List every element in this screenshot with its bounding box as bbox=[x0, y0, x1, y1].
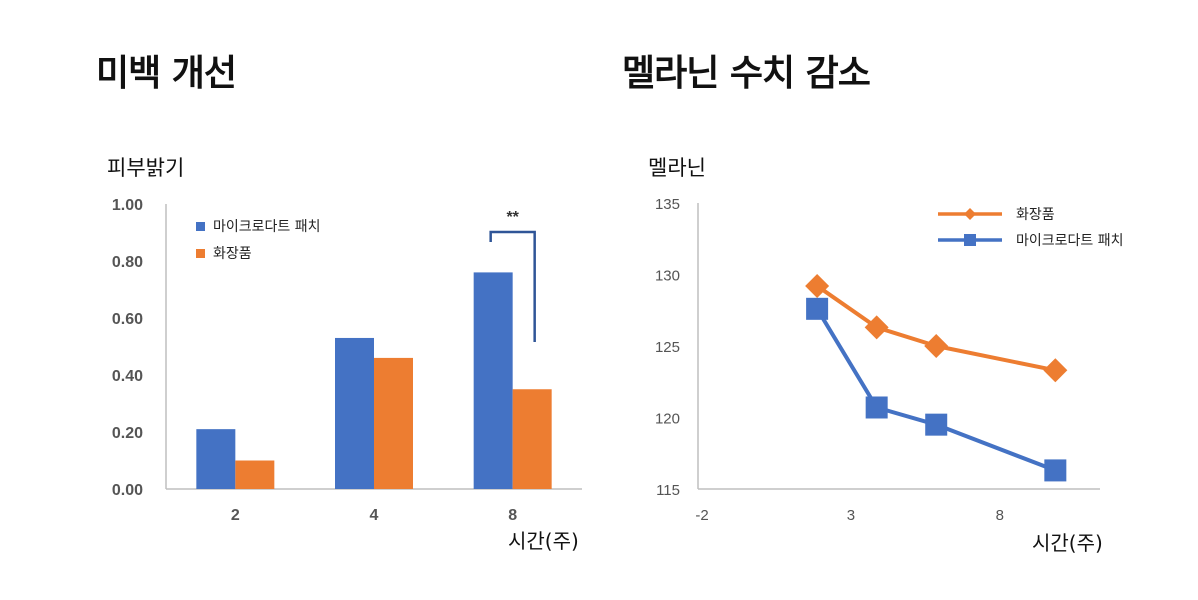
line-x-tick-label: 3 bbox=[847, 507, 855, 524]
line-y-tick-label: 115 bbox=[656, 482, 680, 499]
bar-patch-2 bbox=[196, 429, 236, 489]
right-chart-title: 멜라닌 수치 감소 bbox=[622, 53, 871, 94]
line-x-tick-label: -2 bbox=[695, 507, 708, 524]
line-marker-square bbox=[806, 297, 829, 320]
bar-patch-4 bbox=[335, 337, 374, 489]
line-legend-label: 마이크로다트 패치 bbox=[1016, 233, 1124, 249]
line-series-cosmetic bbox=[815, 284, 1056, 373]
bar-y-tick-label: 0.40 bbox=[112, 368, 143, 385]
right-y-axis-label: 멜라닌 bbox=[648, 156, 706, 180]
bar-legend-label: 화장품 bbox=[213, 246, 252, 262]
line-marker-diamond bbox=[1043, 358, 1068, 383]
line-x-tick-label: 8 bbox=[996, 507, 1004, 524]
line-marker-square bbox=[865, 396, 888, 419]
line-marker-diamond bbox=[924, 334, 949, 358]
bar-y-tick-label: 0.20 bbox=[112, 425, 143, 442]
line-marker-square bbox=[925, 413, 948, 436]
bar-cosmetic-4 bbox=[374, 357, 413, 489]
left-chart-title: 미백 개선 bbox=[96, 53, 237, 94]
bar-y-tick-label: 0.60 bbox=[112, 311, 143, 328]
line-legend-marker bbox=[964, 208, 976, 220]
left-x-axis-label: 시간(주) bbox=[508, 529, 579, 553]
line-y-tick-label: 130 bbox=[655, 268, 680, 285]
line-y-tick-label: 135 bbox=[655, 196, 680, 213]
line-series-patch bbox=[815, 307, 1057, 473]
bar-y-tick-label: 1.00 bbox=[112, 197, 143, 214]
line-legend-label: 화장품 bbox=[1016, 207, 1055, 223]
bar-legend-swatch bbox=[196, 249, 205, 258]
bar-x-tick-label: 8 bbox=[508, 507, 517, 524]
bar-legend-label: 마이크로다트 패치 bbox=[213, 219, 321, 235]
right-x-axis-label: 시간(주) bbox=[1032, 531, 1103, 555]
left-y-axis-label: 피부밝기 bbox=[107, 156, 185, 180]
bar-legend-swatch bbox=[196, 222, 205, 231]
line-legend-marker bbox=[964, 234, 976, 246]
bar-patch-8 bbox=[473, 272, 513, 489]
significance-mark: ** bbox=[506, 209, 519, 226]
bar-x-tick-label: 4 bbox=[370, 507, 379, 524]
line-y-tick-label: 120 bbox=[655, 411, 680, 428]
bar-y-tick-label: 0.80 bbox=[112, 254, 143, 271]
bar-x-tick-label: 2 bbox=[231, 507, 240, 524]
bar-y-tick-label: 0.00 bbox=[112, 482, 143, 499]
line-marker-diamond bbox=[805, 273, 830, 298]
significance-bracket bbox=[489, 230, 536, 342]
line-y-tick-label: 125 bbox=[655, 339, 680, 356]
line-marker-square bbox=[1044, 459, 1067, 482]
line-marker-diamond bbox=[864, 315, 889, 340]
bar-cosmetic-2 bbox=[235, 460, 275, 489]
bar-cosmetic-8 bbox=[512, 389, 552, 489]
